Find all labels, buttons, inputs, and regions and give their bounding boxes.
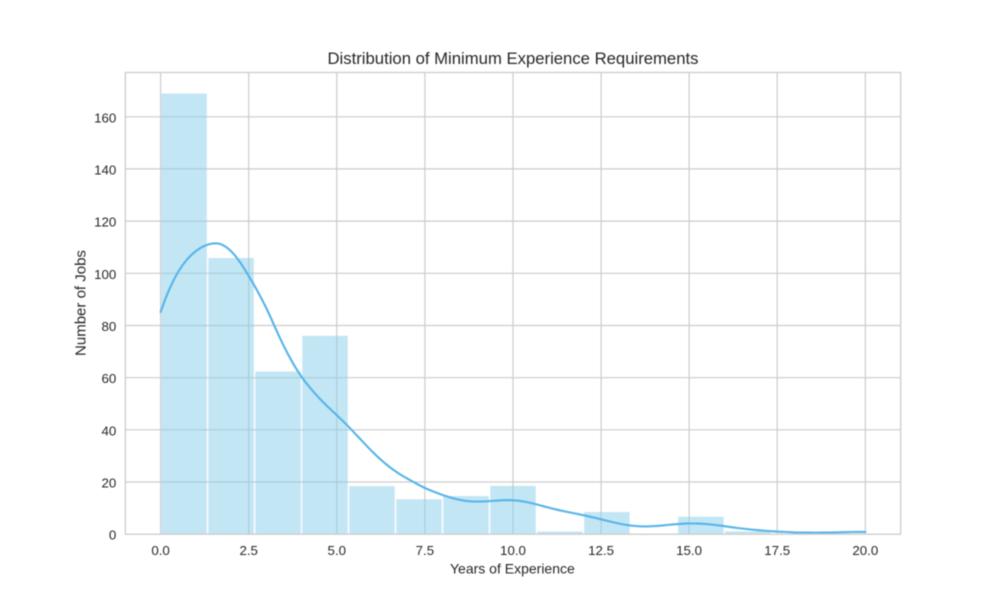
svg-text:100: 100 <box>94 267 116 282</box>
svg-text:40: 40 <box>102 423 117 438</box>
svg-text:80: 80 <box>102 319 117 334</box>
svg-text:17.5: 17.5 <box>764 543 790 558</box>
svg-text:10.0: 10.0 <box>500 543 526 558</box>
svg-text:12.5: 12.5 <box>588 543 614 558</box>
svg-text:2.5: 2.5 <box>239 543 258 558</box>
svg-text:0.0: 0.0 <box>151 543 170 558</box>
svg-text:5.0: 5.0 <box>328 543 347 558</box>
svg-text:160: 160 <box>94 110 116 125</box>
svg-text:7.5: 7.5 <box>416 543 435 558</box>
svg-text:15.0: 15.0 <box>676 543 702 558</box>
svg-text:Distribution of Minimum Experi: Distribution of Minimum Experience Requi… <box>328 49 699 68</box>
svg-text:60: 60 <box>102 371 117 386</box>
svg-text:20: 20 <box>102 476 117 491</box>
svg-text:Number of Jobs: Number of Jobs <box>73 250 90 356</box>
svg-text:20.0: 20.0 <box>852 543 878 558</box>
svg-text:140: 140 <box>94 162 116 177</box>
svg-text:Years of Experience: Years of Experience <box>450 561 575 577</box>
svg-text:120: 120 <box>94 215 116 230</box>
svg-text:0: 0 <box>109 528 116 543</box>
